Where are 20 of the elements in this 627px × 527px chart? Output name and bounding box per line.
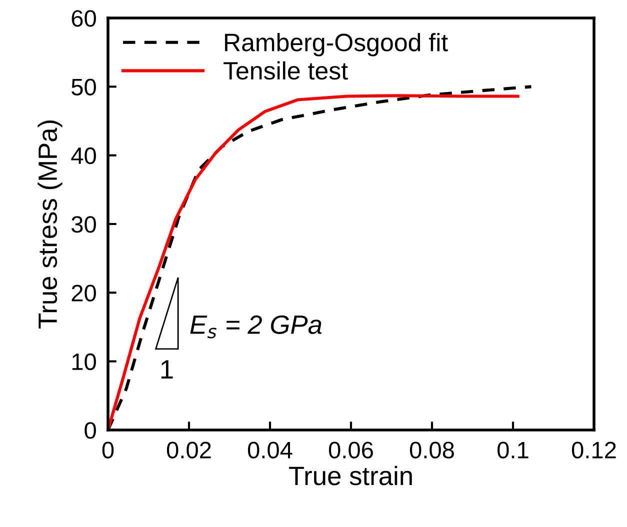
y-tick-label: 60 <box>72 10 96 27</box>
y-tick-label: 10 <box>72 353 96 370</box>
legend-label: Tensile test <box>224 61 348 80</box>
x-tick-label: 0 <box>102 442 114 458</box>
x-axis-title: True strain <box>289 466 412 486</box>
x-tick-label: 0.04 <box>248 442 292 458</box>
y-axis-title: True stress (MPa) <box>38 120 62 328</box>
annotation: 1 <box>161 360 173 378</box>
y-tick-label: 50 <box>72 78 96 96</box>
x-tick-label: 0.02 <box>166 442 211 458</box>
x-tick-label: 0.06 <box>328 442 373 458</box>
y-tick-label: 0 <box>84 422 96 439</box>
x-tick-label: 0.08 <box>410 442 454 458</box>
y-tick-label: 20 <box>72 284 96 302</box>
legend-label: Ramberg-Osgood fit <box>225 33 448 56</box>
y-tick-label: 40 <box>71 147 96 164</box>
x-tick-label: 0.1 <box>498 442 528 458</box>
y-tick-label: 30 <box>72 216 96 233</box>
annotation: E$_{s}$ = 2 GPa <box>190 315 322 338</box>
x-tick-label: 0.12 <box>572 442 616 458</box>
